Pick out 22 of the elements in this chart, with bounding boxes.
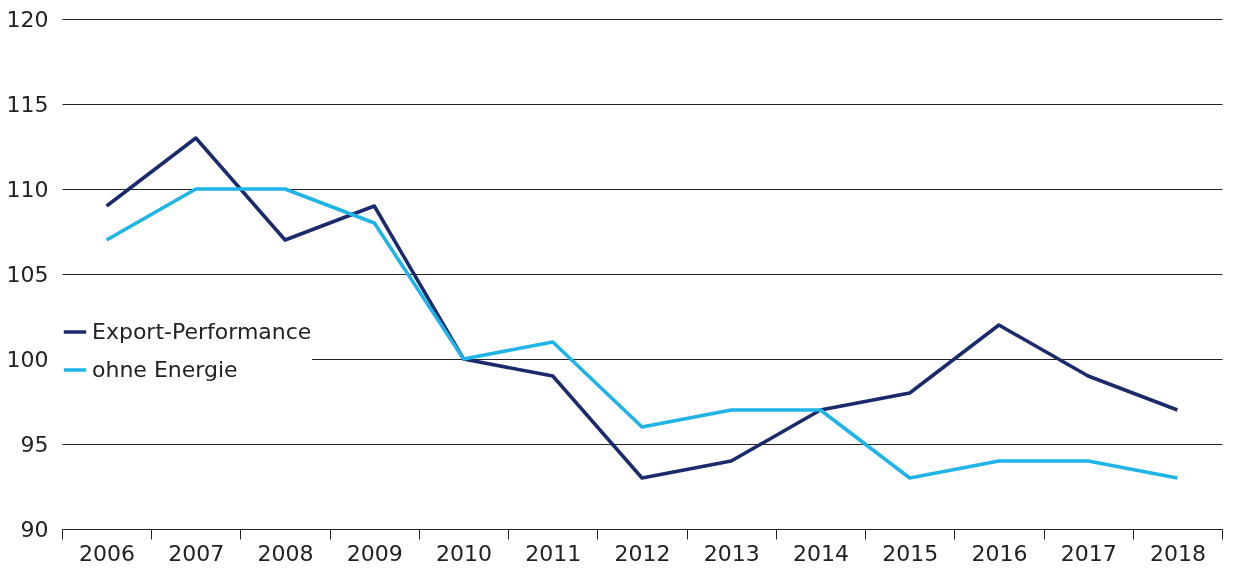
x-tick-label: 2017 [1060, 540, 1117, 566]
legend-label: ohne Energie [92, 357, 238, 382]
y-tick-label: 95 [20, 431, 49, 457]
x-tick-label: 2013 [703, 540, 760, 566]
x-tick-label: 2012 [614, 540, 671, 566]
x-tick-label: 2006 [79, 540, 136, 566]
x-tick-label: 2011 [525, 540, 582, 566]
y-tick-label: 105 [6, 261, 49, 287]
x-tick-label: 2014 [792, 540, 849, 566]
x-tick-label: 2016 [971, 540, 1028, 566]
x-tick-label: 2008 [257, 540, 314, 566]
x-tick-label: 2010 [436, 540, 493, 566]
y-tick-label: 100 [6, 346, 49, 372]
x-tick-label: 2018 [1149, 540, 1206, 566]
y-tick-label: 90 [20, 516, 49, 542]
x-tick-label: 2007 [168, 540, 225, 566]
y-tick-label: 115 [6, 91, 49, 117]
y-tick-label: 120 [6, 6, 49, 32]
y-tick-label: 110 [6, 176, 49, 202]
x-tick-label: 2009 [346, 540, 403, 566]
legend-label: Export-Performance [92, 319, 312, 344]
x-tick-label: 2015 [882, 540, 939, 566]
